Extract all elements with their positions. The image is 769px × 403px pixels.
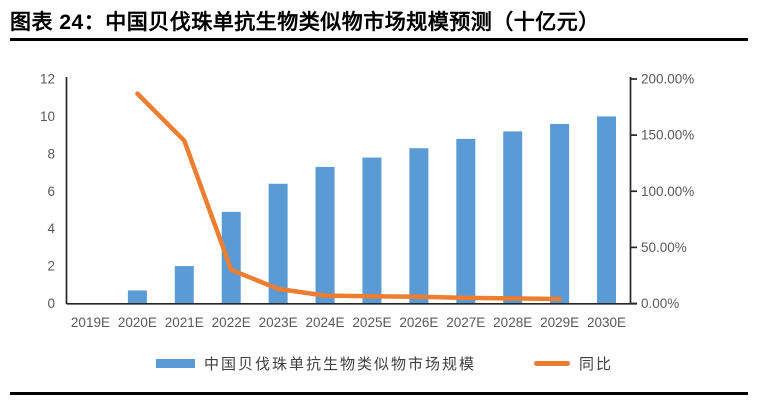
chart-legend: 中国贝伐珠单抗生物类似物市场规模 同比 xyxy=(0,353,769,374)
x-axis-label-2028E: 2028E xyxy=(493,315,532,330)
line-series-swatch-icon xyxy=(534,361,570,366)
x-axis-label-2022E: 2022E xyxy=(212,315,251,330)
figure-bottom-rule xyxy=(10,392,748,395)
right-axis-tick-50.00%: 50.00% xyxy=(641,240,687,255)
x-axis-label-2027E: 2027E xyxy=(446,315,485,330)
x-axis-label-2025E: 2025E xyxy=(352,315,391,330)
title-underline xyxy=(10,38,748,41)
bar-2020E xyxy=(127,290,147,304)
right-axis-tick-100.00%: 100.00% xyxy=(641,184,694,199)
x-axis-label-2021E: 2021E xyxy=(165,315,204,330)
x-axis-label-2024E: 2024E xyxy=(306,315,345,330)
left-axis-tick-2: 2 xyxy=(47,259,55,274)
left-axis-tick-4: 4 xyxy=(47,221,55,236)
combo-chart: 0 2 4 6 8 10 12 0.00% 50.00% 100.00% 150.00% 200.00… xyxy=(40,72,694,331)
x-axis-label-2026E: 2026E xyxy=(399,315,438,330)
x-axis-label-2019E: 2019E xyxy=(71,315,110,330)
legend-item-yoy: 同比 xyxy=(534,353,613,374)
bar-series-swatch-icon xyxy=(155,359,195,368)
left-axis-tick-8: 8 xyxy=(47,146,55,161)
bar-2027E xyxy=(456,138,476,304)
right-axis-tick-150.00%: 150.00% xyxy=(641,128,694,143)
x-axis-label-2030E: 2030E xyxy=(587,315,626,330)
bar-2023E xyxy=(268,183,288,304)
bar-2029E xyxy=(550,123,570,304)
bar-2022E xyxy=(221,211,241,304)
figure-title: 图表 24：中国贝伐珠单抗生物类似物市场规模预测（十亿元） xyxy=(10,11,600,34)
x-axis-label-2029E: 2029E xyxy=(540,315,579,330)
x-axis-label-2023E: 2023E xyxy=(259,315,298,330)
left-axis-tick-12: 12 xyxy=(40,72,55,87)
right-axis-tick-0.00%: 0.00% xyxy=(641,296,679,311)
bar-2030E xyxy=(597,116,617,304)
legend-label-yoy: 同比 xyxy=(579,356,614,373)
left-axis-tick-0: 0 xyxy=(47,296,55,311)
left-axis-tick-6: 6 xyxy=(47,184,55,199)
legend-item-market-size: 中国贝伐珠单抗生物类似物市场规模 xyxy=(155,353,476,374)
bar-2026E xyxy=(409,148,429,304)
bar-2021E xyxy=(174,266,194,304)
right-axis-tick-200.00%: 200.00% xyxy=(641,72,694,87)
bar-2028E xyxy=(503,131,523,304)
yoy-line xyxy=(135,91,562,302)
bar-2024E xyxy=(315,166,335,304)
left-axis-tick-10: 10 xyxy=(40,109,55,124)
legend-label-market-size: 中国贝伐珠单抗生物类似物市场规模 xyxy=(203,356,476,373)
bar-2025E xyxy=(362,157,382,304)
x-axis-label-2020E: 2020E xyxy=(118,315,157,330)
